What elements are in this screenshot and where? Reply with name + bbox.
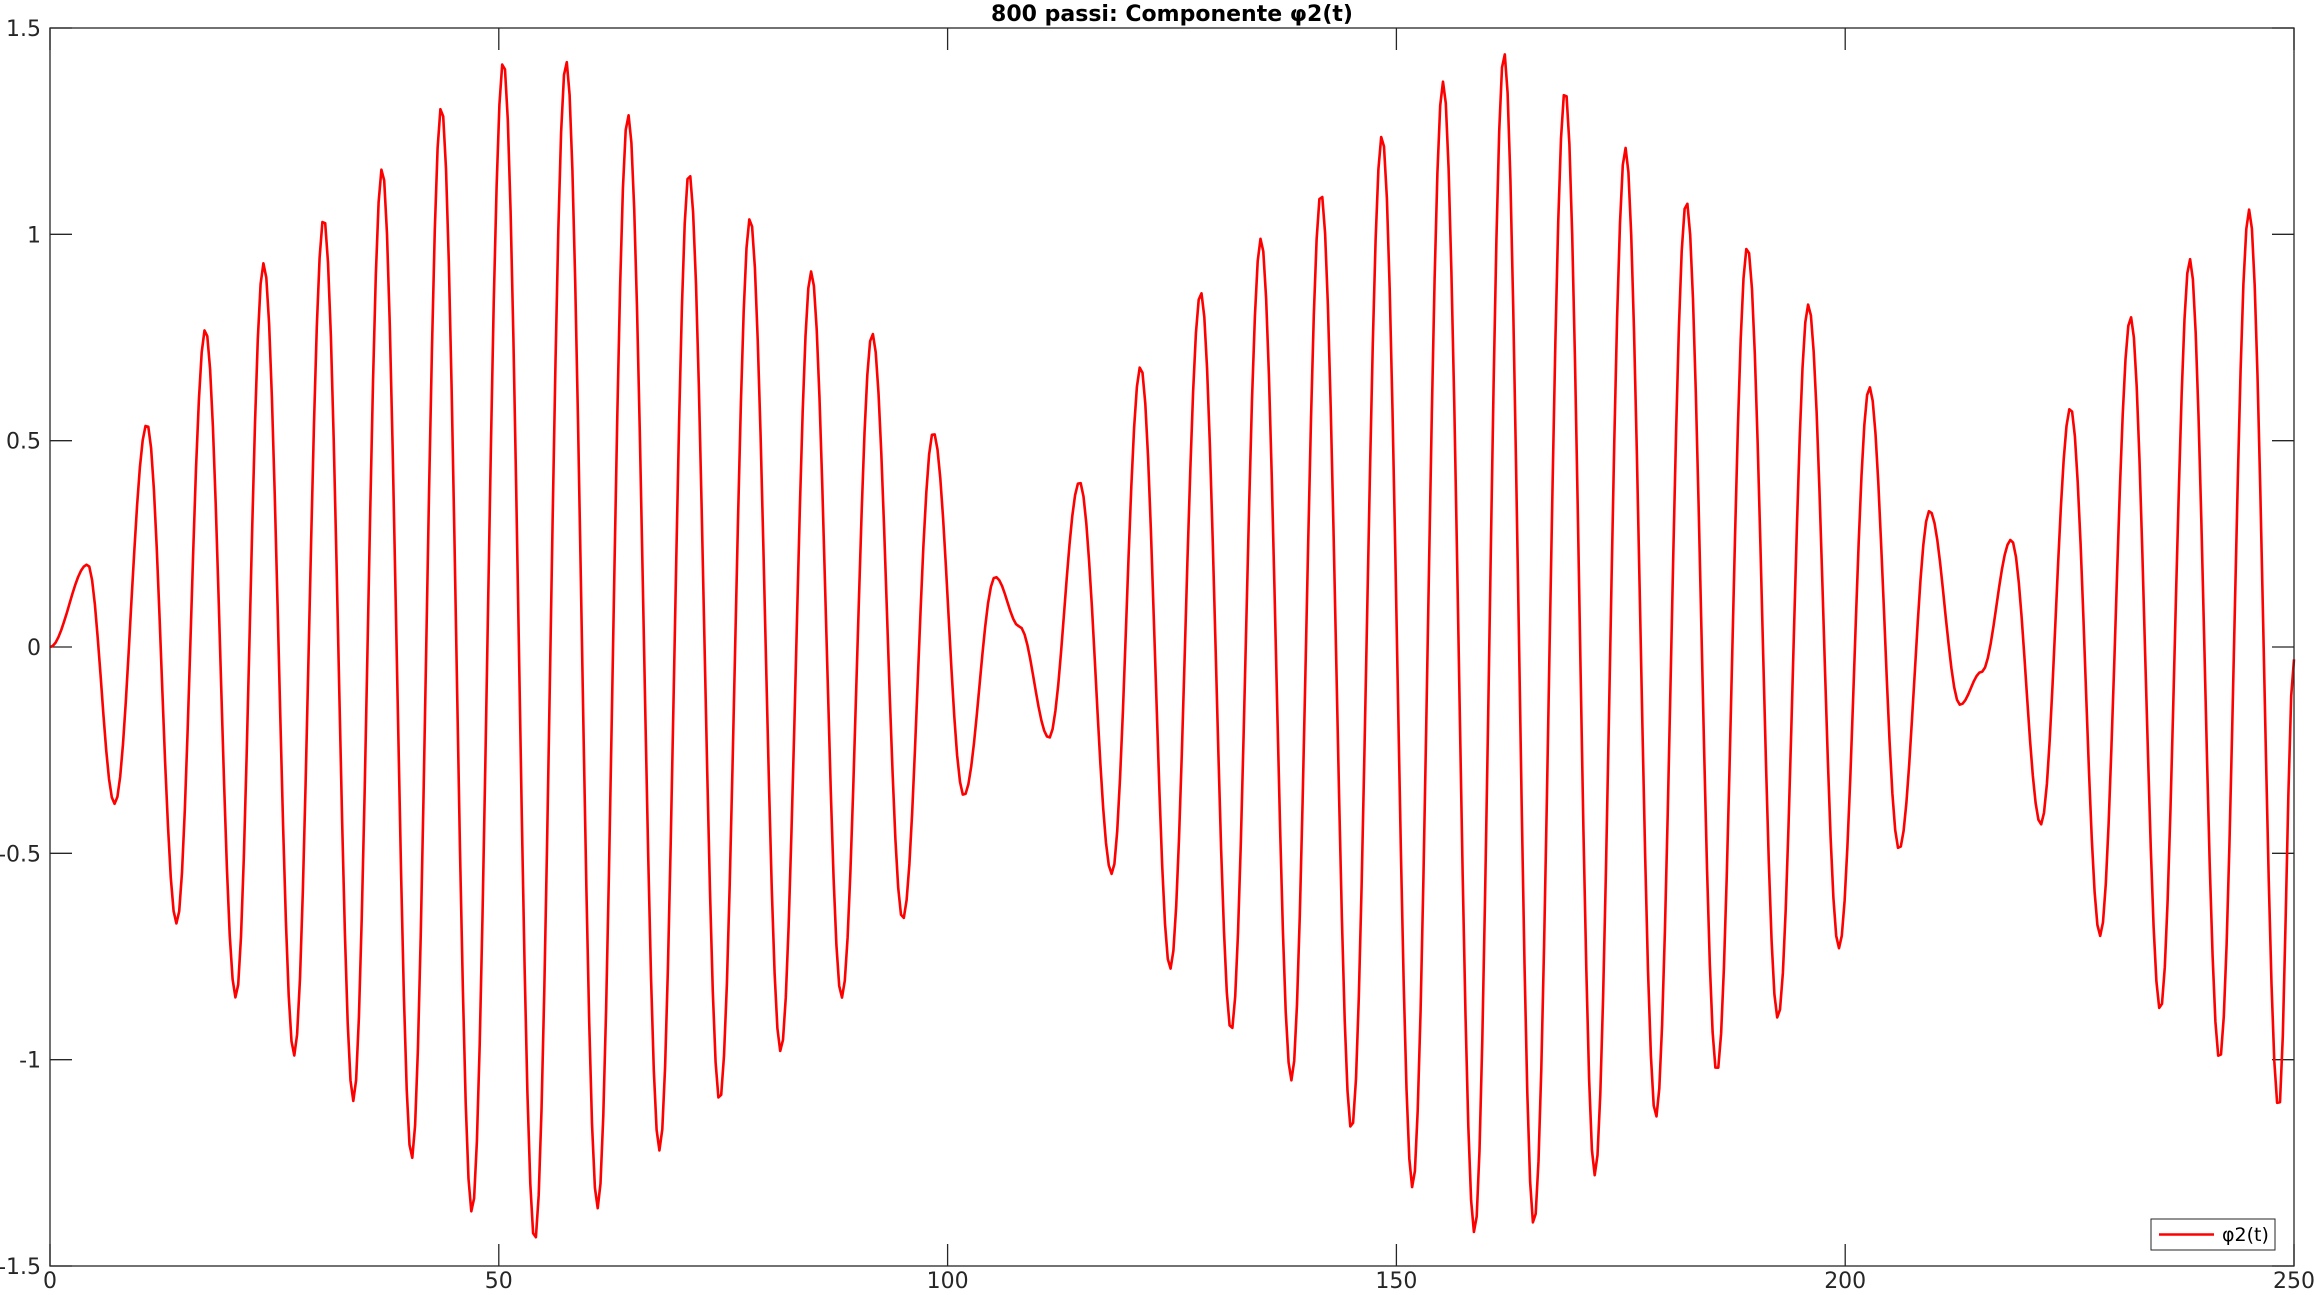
y-tick-label: -0.5	[0, 842, 41, 867]
x-tick-label: 150	[1375, 1269, 1417, 1294]
series-line-phi2	[49, 53, 2296, 1239]
plot-area	[50, 28, 2294, 1266]
axes-box	[49, 27, 2295, 1267]
chart-title: 800 passi: Componente φ2(t)	[991, 2, 1353, 27]
y-tick-label: -1	[19, 1049, 41, 1074]
y-tick-label: 1.5	[6, 17, 41, 42]
x-tick-label: 50	[485, 1269, 513, 1294]
y-tick-label: 0	[27, 636, 41, 661]
x-tick-label: 100	[927, 1269, 969, 1294]
y-tick-label: -1.5	[0, 1255, 41, 1280]
legend: φ2(t)	[2150, 1218, 2276, 1251]
x-tick-label: 200	[1824, 1269, 1866, 1294]
y-tick-label: 0.5	[6, 430, 41, 455]
tick-labels: 0 50 100 150 200 250 -1.5 -1 -0.5 0 0.5 1 1.5	[0, 17, 2314, 1294]
x-tick-label: 0	[43, 1269, 57, 1294]
y-tick-label: 1	[27, 223, 41, 248]
legend-label: φ2(t)	[2222, 1224, 2269, 1246]
x-tick-label: 250	[2273, 1269, 2314, 1294]
